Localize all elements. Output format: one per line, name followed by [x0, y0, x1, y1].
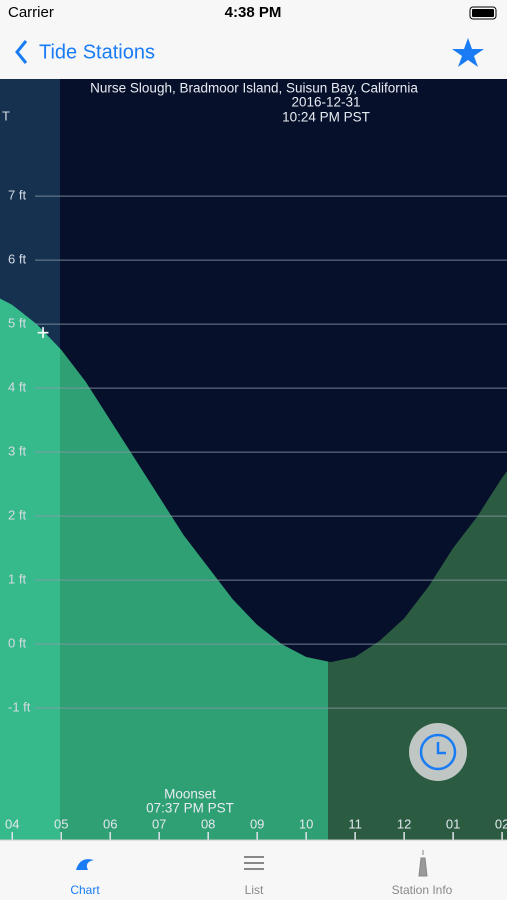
- y-tick-label: 5 ft: [8, 316, 26, 331]
- back-button[interactable]: Tide Stations: [39, 41, 155, 63]
- info-tab-icon: [418, 850, 428, 877]
- battery-level: [472, 9, 494, 17]
- chart-time: 10:24 PM PST: [282, 110, 370, 125]
- y-tick-label: 0 ft: [8, 636, 26, 651]
- chart-date: 2016-12-31: [291, 95, 360, 110]
- y-tick-label: -1 ft: [8, 700, 31, 715]
- cursor: +: [37, 320, 50, 345]
- tab[interactable]: Station Info: [392, 883, 453, 897]
- x-tick-label: 10: [299, 816, 313, 831]
- favorite-star[interactable]: [452, 38, 484, 67]
- x-tick-label: 05: [54, 816, 68, 831]
- tab[interactable]: Chart: [70, 883, 100, 897]
- clock: 4:38 PM: [225, 4, 282, 21]
- tab[interactable]: List: [245, 883, 264, 897]
- x-tick-label: 11: [348, 816, 362, 831]
- x-tick-label: 09: [250, 816, 264, 831]
- chart-title: Nurse Slough, Bradmoor Island, Suisun Ba…: [90, 81, 418, 96]
- list-tab-icon: [244, 856, 264, 870]
- x-tick-label: 08: [201, 816, 215, 831]
- x-tick-label: 12: [397, 816, 411, 831]
- x-tick-label: 07: [152, 816, 166, 831]
- y-tick-label: 3 ft: [8, 444, 26, 459]
- y-tick-label: 1 ft: [8, 572, 26, 587]
- carrier: Carrier: [8, 4, 54, 21]
- axis-label: T: [2, 108, 10, 123]
- battery: [469, 6, 497, 20]
- chart: -1 ft 0 ft 1 ft 2 ft 3 ft 4 ft 5 ft 6 ft 7 ft 04 0…: [0, 81, 507, 840]
- y-tick-label: 6 ft: [8, 252, 26, 267]
- tide-area: [0, 298, 507, 840]
- time-icon: [419, 733, 457, 771]
- header-bg: [0, 0, 507, 79]
- y-tick-label: 2 ft: [8, 508, 26, 523]
- annotation: Moonset: [164, 787, 216, 802]
- back-icon[interactable]: [15, 40, 28, 64]
- x-tick-label: 06: [103, 816, 117, 831]
- y-tick-label: 4 ft: [8, 380, 26, 395]
- y-tick-label: 7 ft: [8, 188, 26, 203]
- time-hands: [436, 742, 446, 755]
- x-tick-label: 01: [446, 816, 460, 831]
- x-tick-label: 04: [5, 816, 19, 831]
- annotation-time: 07:37 PM PST: [146, 801, 234, 816]
- x-tick-label: 02: [495, 816, 507, 831]
- chart-tab-icon: [76, 859, 94, 870]
